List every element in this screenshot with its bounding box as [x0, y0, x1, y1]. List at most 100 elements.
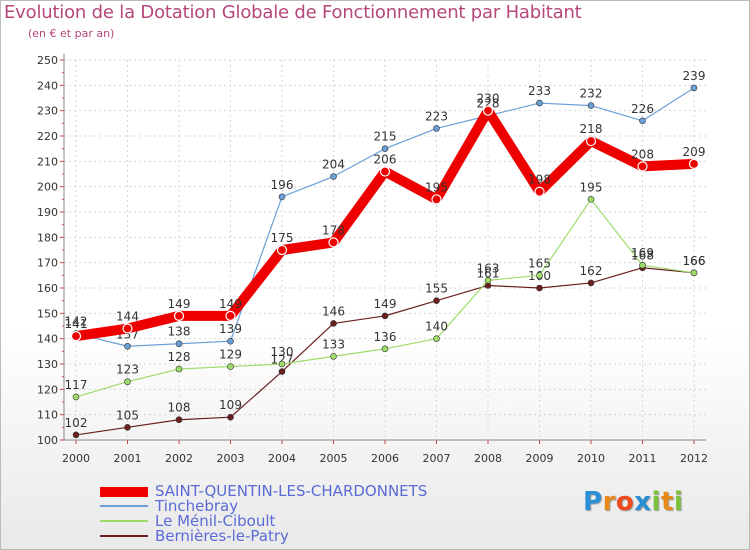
data-point [175, 340, 183, 348]
logo-letter: o [615, 487, 635, 517]
data-point [433, 125, 440, 132]
logo-letter: i [673, 487, 684, 517]
data-label: 141 [65, 317, 88, 331]
data-label: 149 [374, 297, 397, 311]
legend-swatch [100, 535, 148, 537]
data-point [227, 337, 234, 345]
logo-letter: r [602, 487, 616, 517]
data-label: 196 [271, 178, 294, 192]
data-point [72, 393, 80, 401]
data-point [587, 196, 595, 203]
legend-label: Le Ménil-Ciboult [155, 512, 276, 530]
data-point [690, 84, 698, 92]
data-label: 195 [580, 180, 603, 194]
y-tick-label: 120 [37, 383, 58, 396]
data-label: 140 [425, 320, 448, 334]
x-tick-label: 2003 [217, 452, 245, 465]
legend-swatch [100, 520, 148, 522]
y-tick-label: 220 [37, 130, 58, 143]
data-label: 161 [477, 266, 500, 280]
data-label: 149 [168, 297, 191, 311]
data-label: 142 [65, 315, 88, 329]
data-point [175, 416, 183, 424]
data-point [227, 413, 234, 421]
legend-label: Bernières-le-Patry [155, 527, 289, 545]
data-point [122, 323, 133, 334]
data-point [330, 353, 337, 360]
data-point [381, 345, 389, 353]
data-point [381, 145, 389, 152]
x-tick-label: 2010 [577, 452, 605, 465]
data-point [431, 194, 442, 205]
x-tick-label: 2011 [629, 452, 657, 465]
data-point [124, 424, 131, 431]
x-tick-label: 2012 [680, 452, 708, 465]
data-point [536, 284, 543, 292]
data-point [639, 117, 646, 125]
x-tick-label: 2008 [474, 452, 502, 465]
data-label: 138 [168, 325, 191, 339]
x-tick-label: 2006 [371, 452, 399, 465]
logo-letter: x [634, 487, 652, 517]
data-label: 130 [271, 345, 294, 359]
data-point [536, 272, 543, 279]
data-label: 165 [528, 256, 551, 270]
y-tick-label: 100 [37, 434, 58, 447]
data-label: 144 [116, 310, 139, 324]
data-point [175, 365, 183, 373]
y-tick-label: 250 [37, 54, 58, 67]
proxiti-logo: Proxiti [583, 487, 683, 517]
y-tick-label: 160 [37, 282, 58, 295]
data-point [379, 166, 391, 177]
x-tick-label: 2009 [526, 452, 554, 465]
data-point [330, 173, 337, 180]
data-label: 195 [425, 180, 448, 194]
chart-subtitle: (en € et par an) [28, 27, 115, 40]
data-label: 166 [683, 254, 706, 268]
data-point [587, 279, 595, 287]
data-point [124, 342, 131, 350]
legend-label: SAINT-QUENTIN-LES-CHARDONNETS [155, 482, 428, 500]
chart-title: Evolution de la Dotation Globale de Fonc… [4, 2, 582, 23]
data-point [381, 312, 389, 320]
data-point [536, 99, 543, 107]
data-label: 209 [683, 145, 706, 159]
data-label: 102 [65, 416, 88, 430]
data-point [433, 335, 440, 342]
legend-label: Tinchebray [155, 497, 239, 515]
data-label: 232 [580, 87, 603, 101]
data-point [639, 261, 646, 269]
data-point [587, 102, 595, 109]
y-tick-label: 240 [37, 79, 58, 92]
legend-swatch [100, 505, 148, 507]
data-point [225, 310, 236, 321]
data-point [72, 431, 80, 439]
legend-swatch [100, 487, 148, 497]
data-label: 163 [477, 261, 500, 275]
data-label: 117 [65, 378, 88, 392]
data-label: 129 [219, 348, 242, 362]
data-label: 155 [425, 282, 448, 296]
logo-letter: i [651, 487, 661, 517]
data-label: 208 [631, 147, 654, 161]
y-tick-label: 170 [37, 257, 58, 270]
data-label: 206 [374, 152, 397, 166]
data-label: 218 [580, 122, 603, 136]
data-label: 239 [683, 69, 706, 83]
data-point [278, 360, 286, 368]
y-tick-label: 200 [37, 181, 58, 194]
y-tick-label: 190 [37, 206, 58, 219]
data-point [433, 297, 440, 304]
data-label: 198 [528, 173, 551, 187]
x-tick-label: 2000 [62, 452, 90, 465]
data-point [585, 135, 597, 147]
data-point [690, 269, 698, 277]
data-label: 105 [116, 408, 139, 422]
logo-letter: P [583, 487, 603, 517]
data-point [278, 193, 286, 201]
data-label: 175 [271, 231, 294, 245]
data-label: 168 [631, 249, 654, 263]
data-label: 133 [322, 337, 345, 351]
x-tick-label: 2005 [320, 452, 348, 465]
y-tick-label: 150 [37, 307, 58, 320]
